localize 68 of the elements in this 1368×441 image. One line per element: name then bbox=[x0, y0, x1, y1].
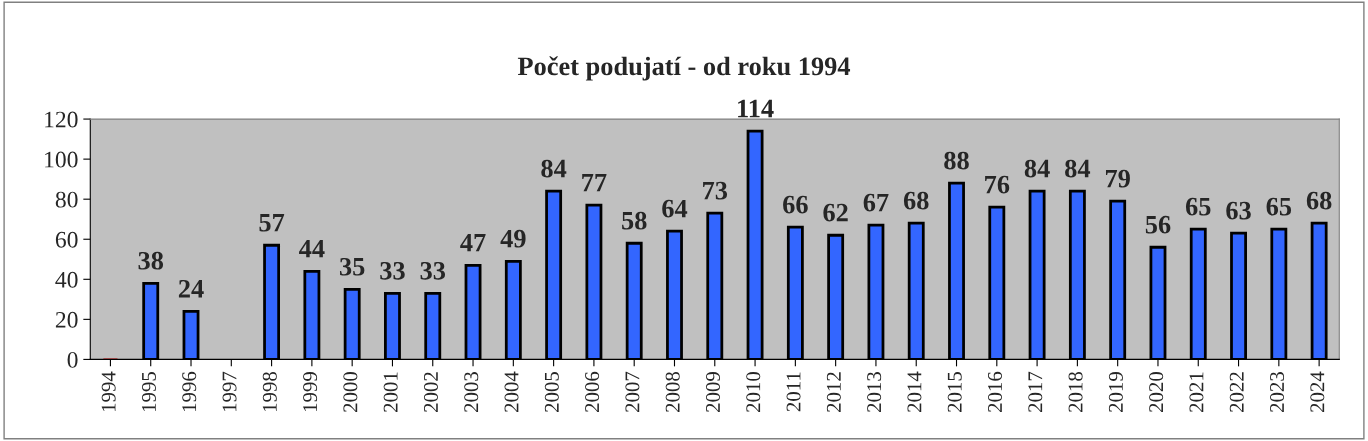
x-tick-label: 2002 bbox=[423, 372, 438, 412]
x-tick-label: 2012 bbox=[826, 372, 841, 412]
data-label: 67 bbox=[863, 193, 889, 212]
y-tick-label: 100 bbox=[45, 151, 78, 168]
x-tick-label: 2024 bbox=[1310, 371, 1325, 412]
data-label: 114 bbox=[738, 99, 774, 118]
x-tick-label: 2008 bbox=[665, 372, 680, 412]
x-tick-label: 2003 bbox=[464, 372, 479, 412]
x-tick-label: 2010 bbox=[746, 372, 761, 412]
x-tick-label: 2022 bbox=[1229, 372, 1244, 412]
chart-title: Počet podujatí - od roku 1994 bbox=[517, 56, 851, 81]
x-tick-label: 1995 bbox=[141, 372, 156, 412]
data-label: 56 bbox=[1145, 215, 1171, 234]
x-tick-label: 2015 bbox=[947, 372, 962, 412]
data-label: 63 bbox=[1226, 201, 1251, 220]
x-tick-label: 2009 bbox=[705, 372, 720, 412]
x-tick-label: 1994 bbox=[101, 371, 116, 412]
x-tick-label: 1997 bbox=[222, 371, 237, 412]
data-label: 79 bbox=[1105, 169, 1130, 188]
x-tick-label: 2014 bbox=[907, 371, 922, 412]
y-tick-label: 80 bbox=[55, 191, 78, 208]
x-tick-label: 2023 bbox=[1269, 372, 1285, 412]
data-label: 77 bbox=[582, 173, 607, 192]
data-label: 24 bbox=[178, 279, 204, 298]
data-label: 35 bbox=[339, 257, 365, 276]
data-label: 33 bbox=[380, 261, 405, 280]
x-tick-label: 2016 bbox=[987, 371, 1003, 412]
y-tick-label: 0 bbox=[67, 351, 78, 368]
data-label: 84 bbox=[541, 159, 567, 178]
y-tick-label: 20 bbox=[55, 311, 78, 328]
data-label: 88 bbox=[944, 151, 969, 170]
data-label: 38 bbox=[138, 251, 164, 270]
x-tick-label: 2017 bbox=[1028, 371, 1043, 412]
data-label: 62 bbox=[823, 203, 848, 222]
data-label: 44 bbox=[299, 239, 325, 258]
y-tick-label: 120 bbox=[45, 111, 78, 128]
x-tick-label: 2007 bbox=[625, 371, 640, 412]
x-tick-label: 2019 bbox=[1108, 372, 1123, 412]
x-tick-label: 1998 bbox=[262, 372, 277, 412]
data-label: 68 bbox=[903, 191, 929, 210]
data-label: 65 bbox=[1185, 197, 1211, 216]
data-label: 65 bbox=[1266, 197, 1292, 216]
data-label: 68 bbox=[1306, 191, 1332, 210]
data-label: 76 bbox=[985, 175, 1010, 194]
x-tick-label: 1999 bbox=[303, 372, 318, 412]
x-tick-label: 2020 bbox=[1149, 372, 1164, 412]
data-label: 84 bbox=[1065, 159, 1091, 178]
data-label: 73 bbox=[703, 181, 728, 200]
x-tick-label: 2006 bbox=[585, 371, 600, 412]
y-tick-label: 60 bbox=[55, 231, 78, 248]
data-label: 49 bbox=[500, 229, 526, 248]
x-tick-label: 2013 bbox=[867, 372, 882, 412]
data-label: 57 bbox=[259, 214, 285, 232]
data-label: 58 bbox=[622, 211, 647, 230]
data-label: 64 bbox=[662, 199, 688, 218]
data-label: 84 bbox=[1024, 159, 1050, 178]
data-label: 47 bbox=[460, 233, 486, 252]
x-tick-label: 2018 bbox=[1068, 372, 1083, 412]
data-label: 33 bbox=[420, 261, 446, 280]
y-tick-label: 40 bbox=[55, 271, 78, 288]
x-tick-label: 2021 bbox=[1189, 372, 1204, 412]
x-tick-label: 2000 bbox=[343, 372, 358, 412]
data-label: 66 bbox=[783, 195, 808, 214]
x-tick-label: 1996 bbox=[182, 371, 197, 412]
x-tick-label: 2004 bbox=[504, 371, 519, 412]
x-tick-label: 2005 bbox=[544, 372, 559, 412]
x-tick-label: 2001 bbox=[383, 372, 398, 412]
x-tick-label: 2011 bbox=[786, 372, 801, 412]
